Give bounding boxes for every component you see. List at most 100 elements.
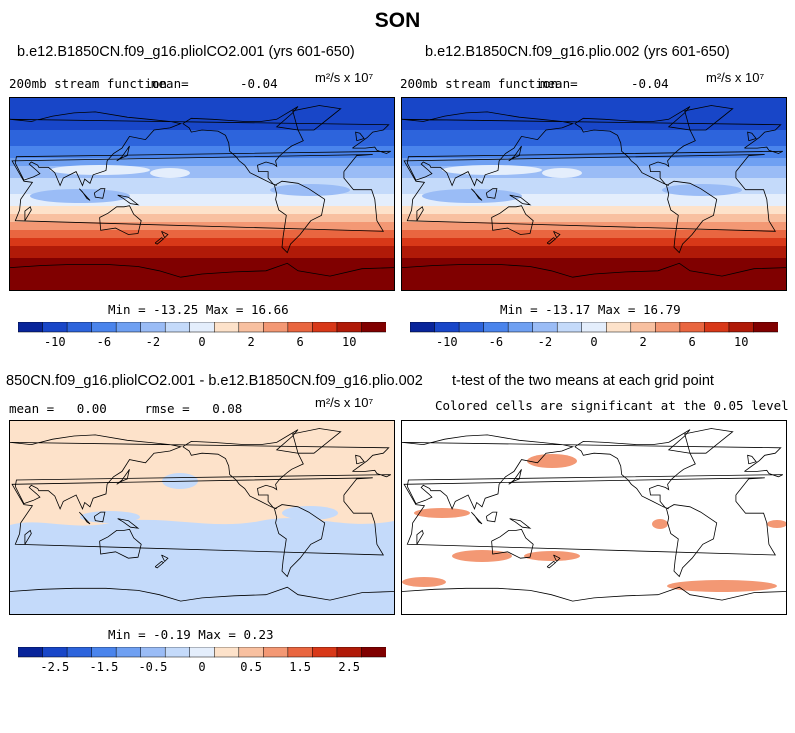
colorbar-swatch [655, 321, 681, 333]
colorbar-swatch [581, 321, 607, 333]
colorbar-swatch [214, 646, 240, 658]
coastline [471, 511, 483, 525]
field-band [402, 178, 786, 183]
field-band [10, 202, 394, 207]
colorbar-swatch [507, 321, 534, 333]
coastline [182, 106, 304, 186]
coastline [93, 511, 106, 523]
coastline [154, 237, 165, 245]
field-band [10, 134, 394, 139]
field-band [402, 218, 786, 223]
colorbar-swatch [164, 321, 191, 333]
panel3-field [10, 421, 394, 614]
panel3-map [9, 420, 395, 615]
colorbar-swatch [66, 646, 93, 658]
panel1-stats: Min = -13.25 Max = 16.66 [108, 302, 289, 317]
panel4-subtitle: Colored cells are significant at the 0.0… [435, 398, 789, 413]
coastline [10, 434, 391, 510]
colorbar-swatch [336, 646, 363, 658]
field-band [10, 178, 394, 183]
coastline [508, 469, 522, 485]
field-band [402, 190, 786, 195]
colorbar-tick-label: 10 [734, 335, 748, 349]
coastline [10, 262, 394, 278]
field-band [10, 238, 394, 243]
field-band [10, 230, 394, 235]
coastline [79, 188, 91, 201]
colorbar-swatch [140, 646, 166, 658]
coastline [11, 477, 385, 556]
negative-region [28, 533, 72, 545]
field-band [10, 250, 394, 255]
coastline [402, 586, 786, 602]
panel4-map [401, 420, 787, 615]
field-band [10, 118, 394, 123]
colorbar-swatch [42, 646, 68, 658]
colorbar-tick-label: -6 [97, 335, 111, 349]
coastline [574, 429, 696, 510]
colorbar-swatch [458, 321, 485, 333]
field-band [10, 198, 394, 203]
coastline [355, 131, 365, 142]
colorbar-tick-label: 2 [639, 335, 646, 349]
field-band [10, 246, 394, 251]
panel1-field [10, 98, 394, 290]
coastline [292, 428, 342, 454]
coastline [546, 561, 557, 569]
colorbar-swatch [263, 321, 289, 333]
field-band [402, 194, 786, 199]
colorbar-swatch [214, 321, 240, 333]
colorbar-swatch [17, 646, 44, 658]
coastline [416, 529, 424, 545]
field-band [402, 122, 786, 127]
significant-cell [667, 580, 777, 592]
field-band [402, 114, 786, 119]
panel2-mean-label: mean= [540, 76, 578, 91]
field-band [10, 226, 394, 231]
coastline [274, 180, 326, 254]
panel2-field [402, 98, 786, 290]
field-band [10, 262, 394, 267]
coastline [402, 434, 783, 510]
field-band [402, 98, 786, 103]
field-band [402, 126, 786, 131]
colorbar-swatch [164, 646, 191, 658]
colorbar-swatch [263, 646, 289, 658]
colorbar-swatch [532, 321, 558, 333]
coastline [117, 518, 140, 529]
coastline [403, 154, 777, 232]
field-band [402, 226, 786, 231]
coastline [182, 429, 304, 510]
significant-cell [524, 551, 580, 561]
colorbar-tick-label: 2.5 [338, 660, 360, 674]
field-band [402, 138, 786, 143]
field-band [10, 162, 394, 167]
coastline [491, 528, 534, 559]
colorbar-swatch [115, 321, 142, 333]
field-band [402, 106, 786, 111]
colorbar-swatch [312, 646, 338, 658]
colorbar-swatch [91, 646, 117, 658]
field-band [402, 238, 786, 243]
field-band [402, 158, 786, 163]
coastline [747, 454, 757, 465]
panel4-title: t-test of the two means at each grid poi… [452, 373, 714, 389]
field-band [402, 134, 786, 139]
figure-title: SON [374, 9, 421, 32]
colorbar-swatch [728, 321, 755, 333]
field-band [402, 254, 786, 259]
colorbar-swatch [312, 321, 338, 333]
field-band [402, 174, 786, 179]
field-band [10, 174, 394, 179]
field-band [10, 194, 394, 199]
colorbar-tick-label: -10 [436, 335, 458, 349]
field-band [402, 206, 786, 211]
field-band [10, 166, 394, 171]
panel1-map [9, 97, 395, 291]
field-band [10, 146, 394, 151]
field-band [10, 106, 394, 111]
colorbar-swatch [679, 321, 705, 333]
colorbar-swatch [483, 321, 509, 333]
colorbar-tick-label: -2.5 [40, 660, 69, 674]
panel2-stats: Min = -13.17 Max = 16.79 [500, 302, 681, 317]
